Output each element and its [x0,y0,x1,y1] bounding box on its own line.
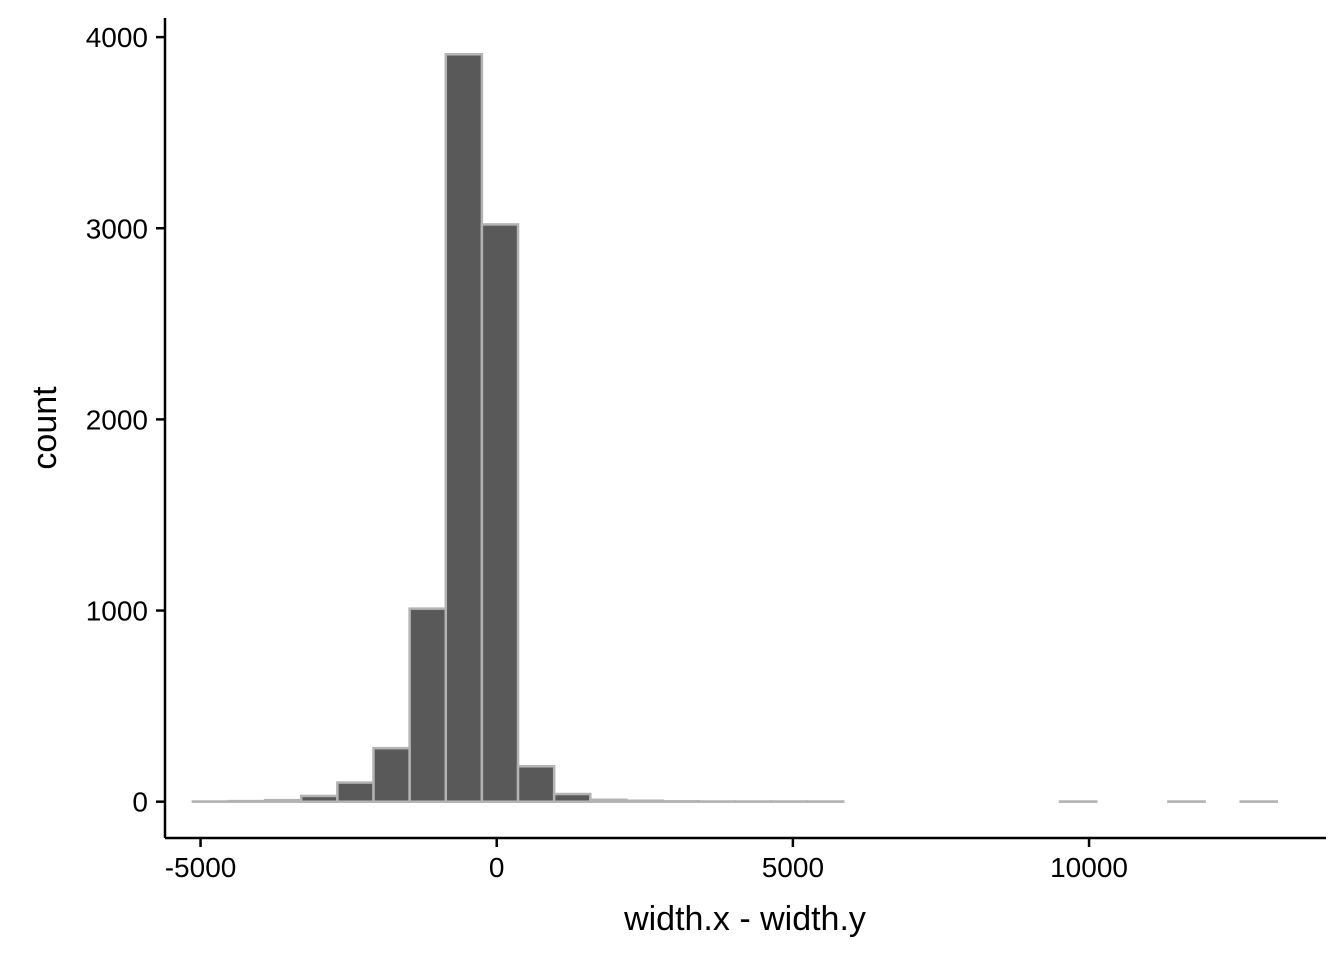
x-tick-label-3: 10000 [1050,852,1128,883]
x-axis-title: width.x - width.y [623,900,866,938]
histogram-bar-9 [516,765,556,803]
histogram-bar-5 [372,746,411,803]
y-tick-label-4: 4000 [86,22,148,53]
histogram-bar-11 [589,798,628,803]
y-axis-title: count [26,386,64,470]
histogram-bar-2 [263,798,303,803]
histogram-bar-3 [299,794,339,803]
y-tick-label-2: 2000 [86,404,148,435]
y-tick-label-1: 1000 [86,596,148,627]
histogram-bar-12 [625,799,664,803]
x-tick-label-2: 5000 [762,852,824,883]
histogram-bar-4 [336,781,375,803]
histogram-bar-1 [227,799,267,803]
histogram-bars [191,53,1279,803]
x-axis-ticks: -5000 0 5000 10000 [165,838,1128,883]
histogram-bar-7 [444,53,484,803]
y-tick-label-3: 3000 [86,213,148,244]
x-tick-label-0: -5000 [165,852,237,883]
histogram-bar-10 [552,792,592,803]
x-tick-label-1: 0 [489,852,505,883]
y-axis-ticks: 0 1000 2000 3000 4000 [86,22,165,818]
histogram-bar-8 [480,223,520,803]
y-tick-label-0: 0 [132,787,148,818]
histogram-bar-6 [408,607,448,803]
